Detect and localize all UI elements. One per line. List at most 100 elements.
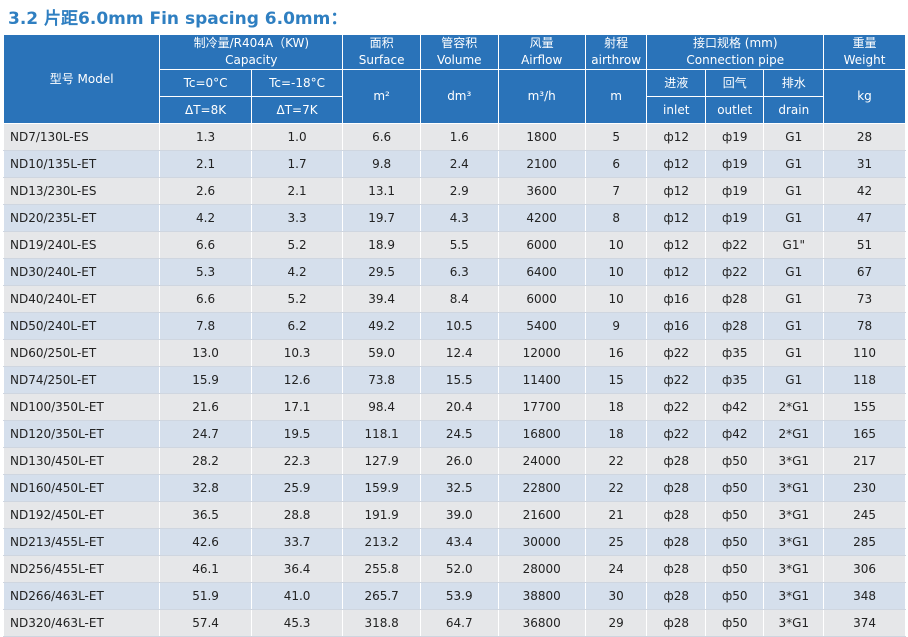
cell-inlet: ф16 xyxy=(646,285,706,313)
table-row: ND256/455L-ET 46.1 36.4 255.8 52.0 28000 24 ф28… xyxy=(2,555,906,583)
cell-capacity-0c: 5.3 xyxy=(159,258,252,286)
cell-outlet: ф50 xyxy=(704,474,765,502)
cell-surface: 49.2 xyxy=(342,312,421,340)
cell-inlet: ф12 xyxy=(646,231,706,259)
cell-inlet: ф22 xyxy=(646,339,706,367)
cell-drain: G1 xyxy=(763,285,825,313)
cell-drain: 3*G1 xyxy=(763,528,825,556)
cell-volume: 8.4 xyxy=(419,285,499,313)
cell-airflow: 2100 xyxy=(497,150,586,178)
header-weight-cn: 重量 xyxy=(852,36,877,50)
header-volume: 管容积 Volume xyxy=(419,34,499,70)
cell-airflow: 38800 xyxy=(497,582,586,610)
cell-model: ND74/250L-ET xyxy=(2,366,161,394)
cell-weight: 217 xyxy=(823,447,906,475)
cell-model: ND40/240L-ET xyxy=(2,285,161,313)
cell-airthrow: 7 xyxy=(584,177,648,205)
cell-volume: 15.5 xyxy=(419,366,499,394)
cell-airthrow: 21 xyxy=(584,501,648,529)
header-drain-cn: 排水 xyxy=(763,69,825,97)
cell-outlet: ф50 xyxy=(704,501,765,529)
cell-outlet: ф19 xyxy=(704,123,765,151)
cell-airflow: 11400 xyxy=(497,366,586,394)
cell-inlet: ф12 xyxy=(646,150,706,178)
cell-capacity-18c: 19.5 xyxy=(250,420,344,448)
header-outlet-cn: 回气 xyxy=(704,69,765,97)
cell-outlet: ф50 xyxy=(704,447,765,475)
cell-drain: 2*G1 xyxy=(763,393,825,421)
cell-model: ND10/135L-ET xyxy=(2,150,161,178)
cell-airflow: 3600 xyxy=(497,177,586,205)
header-model: 型号 Model xyxy=(2,34,161,124)
cell-model: ND20/235L-ET xyxy=(2,204,161,232)
table-body: ND7/130L-ES 1.3 1.0 6.6 1.6 1800 5 ф12 ф19 G1 28 ND… xyxy=(2,123,906,637)
header-airthrow-cn: 射程 xyxy=(604,36,629,50)
cell-capacity-0c: 24.7 xyxy=(159,420,252,448)
cell-model: ND320/463L-ET xyxy=(2,609,161,637)
cell-drain: 3*G1 xyxy=(763,501,825,529)
cell-capacity-0c: 1.3 xyxy=(159,123,252,151)
table-row: ND40/240L-ET 6.6 5.2 39.4 8.4 6000 10 ф16 ф28 G1 7… xyxy=(2,285,906,313)
table-row: ND60/250L-ET 13.0 10.3 59.0 12.4 12000 16 ф22 ф3… xyxy=(2,339,906,367)
cell-outlet: ф50 xyxy=(704,555,765,583)
cell-weight: 110 xyxy=(823,339,906,367)
cell-airthrow: 10 xyxy=(584,258,648,286)
header-airflow-cn: 风量 xyxy=(529,36,554,50)
cell-volume: 52.0 xyxy=(419,555,499,583)
header-volume-cn: 管容积 xyxy=(441,36,478,50)
cell-airflow: 5400 xyxy=(497,312,586,340)
cell-surface: 265.7 xyxy=(342,582,421,610)
cell-weight: 374 xyxy=(823,609,906,637)
cell-drain: G1 xyxy=(763,177,825,205)
header-connection: 接口规格 (mm) Connection pipe xyxy=(646,34,825,70)
header-airflow-en: Airflow xyxy=(521,53,563,67)
cell-capacity-18c: 5.2 xyxy=(250,285,344,313)
cell-volume: 5.5 xyxy=(419,231,499,259)
cell-weight: 31 xyxy=(823,150,906,178)
cell-airthrow: 22 xyxy=(584,447,648,475)
cell-weight: 73 xyxy=(823,285,906,313)
cell-airflow: 30000 xyxy=(497,528,586,556)
cell-airthrow: 22 xyxy=(584,474,648,502)
cell-drain: G1 xyxy=(763,312,825,340)
cell-volume: 2.9 xyxy=(419,177,499,205)
cell-airflow: 17700 xyxy=(497,393,586,421)
cell-model: ND50/240L-ET xyxy=(2,312,161,340)
cell-airflow: 28000 xyxy=(497,555,586,583)
cell-surface: 29.5 xyxy=(342,258,421,286)
cell-inlet: ф16 xyxy=(646,312,706,340)
cell-capacity-18c: 3.3 xyxy=(250,204,344,232)
cell-weight: 67 xyxy=(823,258,906,286)
cell-airflow: 6000 xyxy=(497,231,586,259)
cell-outlet: ф50 xyxy=(704,609,765,637)
table-row: ND10/135L-ET 2.1 1.7 9.8 2.4 2100 6 ф12 ф19 G1 31 xyxy=(2,150,906,178)
cell-airflow: 6400 xyxy=(497,258,586,286)
table-header: 型号 Model 制冷量/R404A（KW) Capacity 面积 Surfa… xyxy=(2,34,906,124)
cell-surface: 6.6 xyxy=(342,123,421,151)
cell-outlet: ф42 xyxy=(704,420,765,448)
cell-airflow: 24000 xyxy=(497,447,586,475)
cell-inlet: ф22 xyxy=(646,393,706,421)
cell-inlet: ф22 xyxy=(646,420,706,448)
cell-model: ND256/455L-ET xyxy=(2,555,161,583)
cell-capacity-0c: 32.8 xyxy=(159,474,252,502)
cell-weight: 245 xyxy=(823,501,906,529)
cell-weight: 42 xyxy=(823,177,906,205)
table-row: ND30/240L-ET 5.3 4.2 29.5 6.3 6400 10 ф12 ф22 G1 6… xyxy=(2,258,906,286)
cell-model: ND130/450L-ET xyxy=(2,447,161,475)
cell-outlet: ф22 xyxy=(704,258,765,286)
table-row: ND7/130L-ES 1.3 1.0 6.6 1.6 1800 5 ф12 ф19 G1 28 xyxy=(2,123,906,151)
cell-surface: 127.9 xyxy=(342,447,421,475)
cell-capacity-18c: 41.0 xyxy=(250,582,344,610)
cell-inlet: ф28 xyxy=(646,609,706,637)
cell-weight: 51 xyxy=(823,231,906,259)
cell-weight: 78 xyxy=(823,312,906,340)
cell-capacity-18c: 6.2 xyxy=(250,312,344,340)
cell-drain: 3*G1 xyxy=(763,582,825,610)
header-volume-en: Volume xyxy=(436,53,482,67)
cell-model: ND13/230L-ES xyxy=(2,177,161,205)
cell-airthrow: 29 xyxy=(584,609,648,637)
spec-table: 型号 Model 制冷量/R404A（KW) Capacity 面积 Surfa… xyxy=(2,34,906,637)
cell-inlet: ф12 xyxy=(646,177,706,205)
cell-weight: 47 xyxy=(823,204,906,232)
